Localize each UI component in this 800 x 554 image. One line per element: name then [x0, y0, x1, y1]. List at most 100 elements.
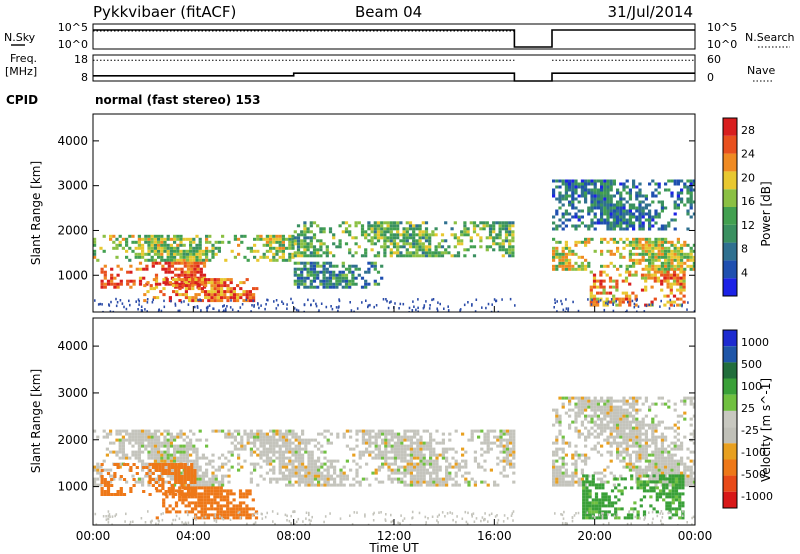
- cell: [198, 468, 202, 472]
- cell: [374, 471, 378, 475]
- cell: [428, 248, 432, 252]
- cell: [412, 227, 416, 231]
- cell: [511, 224, 515, 228]
- cell: [291, 246, 295, 250]
- cell: [635, 194, 639, 198]
- cell: [624, 294, 629, 298]
- cell: [616, 432, 620, 436]
- cell: [184, 293, 188, 297]
- cell: [644, 438, 648, 442]
- cell: [119, 493, 123, 496]
- cell: [654, 429, 658, 433]
- cell: [651, 417, 655, 421]
- cell: [625, 191, 629, 195]
- cell: [307, 483, 311, 487]
- cell: [607, 501, 611, 505]
- cell: [406, 435, 410, 439]
- cell: [437, 301, 439, 304]
- cell: [370, 248, 374, 252]
- cell: [158, 261, 162, 265]
- cell: [265, 441, 269, 445]
- cell: [568, 246, 572, 250]
- cell: [226, 501, 230, 505]
- cell: [605, 300, 609, 304]
- cell: [512, 429, 516, 433]
- cell: [635, 240, 639, 244]
- cell: [118, 441, 122, 445]
- cell: [389, 251, 393, 255]
- cell: [436, 309, 439, 312]
- cell: [636, 486, 640, 490]
- cell: [179, 459, 183, 463]
- cell: [582, 480, 586, 484]
- cell: [288, 447, 292, 451]
- cell: [383, 248, 387, 252]
- cell: [325, 248, 329, 252]
- cell: [338, 245, 342, 249]
- cell: [210, 507, 214, 511]
- cell: [660, 402, 664, 406]
- freq-label-line2: [MHz]: [5, 65, 37, 78]
- cell: [194, 492, 198, 496]
- cell: [552, 441, 556, 445]
- cell: [110, 478, 114, 481]
- cell: [163, 305, 166, 309]
- cell: [472, 227, 477, 231]
- cell: [587, 405, 591, 409]
- cell: [264, 307, 266, 311]
- cell: [300, 233, 304, 237]
- cell: [383, 251, 387, 255]
- cell: [635, 218, 639, 222]
- cell: [336, 459, 340, 463]
- cell: [342, 435, 346, 439]
- cell: [213, 278, 217, 282]
- cell: [278, 468, 282, 472]
- cell: [118, 444, 122, 448]
- cell: [599, 270, 603, 274]
- cell: [122, 463, 127, 466]
- cell: [555, 468, 559, 472]
- cell: [676, 237, 680, 241]
- cell: [203, 489, 207, 493]
- cell: [639, 480, 643, 484]
- cell: [291, 468, 295, 472]
- cell: [100, 463, 104, 466]
- cell: [306, 242, 310, 246]
- cell: [441, 480, 445, 484]
- cell: [221, 465, 225, 469]
- cell: [373, 261, 377, 265]
- cell: [464, 477, 468, 481]
- cell: [110, 267, 114, 271]
- cell: [198, 243, 202, 247]
- cell: [291, 252, 295, 256]
- cell: [561, 255, 565, 259]
- cell: [141, 462, 145, 466]
- cell: [596, 279, 600, 283]
- cell: [580, 459, 584, 463]
- cell: [615, 282, 619, 286]
- cell: [622, 227, 626, 231]
- cell: [253, 450, 257, 454]
- cell: [587, 212, 591, 216]
- cell: [153, 477, 157, 481]
- cell: [281, 474, 285, 478]
- cell: [561, 471, 565, 475]
- cell: [281, 249, 285, 253]
- cell: [131, 432, 135, 436]
- cell: [370, 239, 374, 243]
- cell: [632, 221, 636, 225]
- cell: [609, 414, 613, 418]
- cell: [367, 282, 371, 286]
- cell: [405, 227, 409, 231]
- cell: [657, 465, 661, 469]
- cell: [361, 429, 365, 433]
- cell: [600, 194, 604, 198]
- cell: [660, 267, 664, 271]
- cell: [679, 291, 683, 295]
- cell: [632, 243, 636, 247]
- cell: [492, 230, 496, 234]
- cell: [587, 399, 591, 403]
- cell: [319, 254, 323, 258]
- cell: [381, 441, 385, 445]
- cell: [641, 224, 645, 228]
